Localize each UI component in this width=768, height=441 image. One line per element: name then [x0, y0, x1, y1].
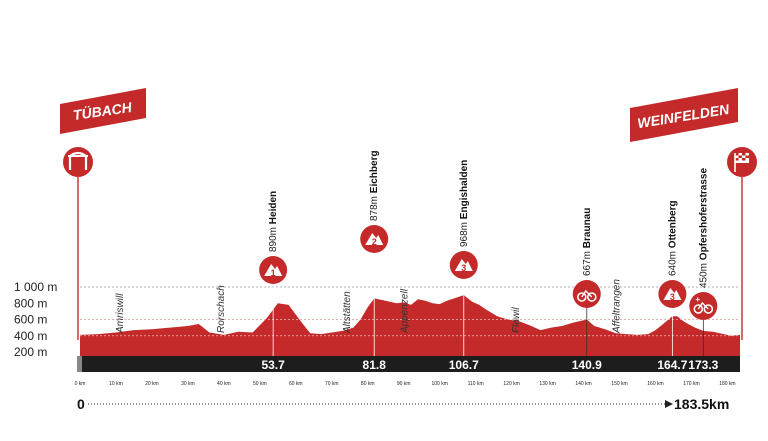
climb-name: Eichberg	[369, 150, 380, 193]
bike-wheel-icon	[586, 292, 597, 302]
mountain-icon	[264, 264, 283, 276]
start-banner-shape	[60, 88, 146, 134]
x-tick-label: 120 km	[503, 381, 519, 387]
distance-start: 0	[77, 396, 85, 412]
x-tick-label: 20 km	[145, 381, 159, 387]
y-tick-label: 400 m	[14, 329, 47, 343]
x-axis-ticks: 0 km 10 km 20 km 30 km 40 km 50 km 60 km 70 km 8…	[75, 381, 736, 387]
x-tick-label: 170 km	[683, 381, 699, 387]
town-labels: Amriswill Rorschach Altstätten Appenzell Fla…	[115, 279, 622, 334]
climb-altitude: 450m	[698, 260, 709, 288]
x-tick-label: 150 km	[611, 381, 627, 387]
x-tick-label: 30 km	[181, 381, 195, 387]
x-tick-label: 50 km	[253, 381, 267, 387]
start-banner: TÜBACH	[60, 88, 146, 134]
bike-wheel-icon	[693, 304, 704, 314]
x-tick-label: 180 km	[719, 381, 735, 387]
climb-name: Braunau	[582, 208, 593, 249]
x-tick-label: 40 km	[217, 381, 231, 387]
climb-label: 890m Heiden	[268, 191, 279, 252]
town-label: Altstätten	[342, 291, 353, 334]
x-tick-label: 130 km	[539, 381, 555, 387]
bike-frame-icon	[581, 289, 593, 298]
profile-inner-lines	[80, 319, 740, 337]
town-label: Affeltrangen	[612, 279, 623, 334]
climb-altitude: 667m	[582, 248, 593, 276]
x-tick-label: 70 km	[325, 381, 339, 387]
climb-label: 640m Ottenberg	[667, 200, 678, 276]
town-label: Appenzell	[399, 288, 410, 334]
bike-frame-icon	[697, 301, 709, 310]
climb-altitude: 640m	[667, 248, 678, 276]
x-tick-label: 90 km	[397, 381, 411, 387]
climb-category: 2	[372, 237, 377, 247]
finish-banner: WEINFELDEN	[630, 88, 738, 142]
climb-name: Engishalden	[459, 160, 470, 219]
y-axis-labels: 1 000 m 800 m 600 m 400 m 200 m	[14, 280, 57, 359]
x-tick-label: 80 km	[361, 381, 375, 387]
x-tick-label: 60 km	[289, 381, 303, 387]
climb-category: 3	[670, 292, 675, 302]
climb-label: 968m Engishalden	[459, 160, 470, 247]
mountain-icon	[454, 259, 473, 271]
y-tick-label: 800 m	[14, 296, 47, 310]
x-tick-label: 140 km	[575, 381, 591, 387]
finish-banner-shape	[630, 88, 738, 142]
climb-km-values: 53.7 81.8 106.7 140.9 164.7 173.3	[261, 358, 718, 372]
climb-label: 450m Opfershoferstrasse	[698, 168, 709, 288]
climb-badge-icon	[689, 292, 718, 320]
town-label: Rorschach	[216, 285, 227, 333]
distance-scale: 0 183.5km	[77, 396, 729, 412]
x-tick-label: 160 km	[647, 381, 663, 387]
climb-markers: 890m Heiden 1 878m Eichberg 2 968m Engishald…	[259, 150, 718, 356]
elevation-profile-area	[80, 295, 740, 356]
climb-km-value: 164.7	[657, 358, 687, 372]
climb-altitude: 878m	[369, 193, 380, 221]
bike-wheel-icon	[703, 304, 714, 314]
climb-km-value: 106.7	[449, 358, 479, 372]
km-bar-start-segment	[77, 356, 82, 372]
arrow-head-icon	[665, 400, 673, 408]
climb-category: 3	[461, 263, 466, 273]
x-tick-label: 110 km	[468, 381, 484, 387]
climb-altitude: 890m	[268, 224, 279, 252]
x-tick-label: 100 km	[431, 381, 447, 387]
climb-km-value: 81.8	[363, 358, 387, 372]
bonus-plus-icon: +	[695, 295, 700, 304]
start-icon	[63, 147, 93, 177]
km-marker-bar	[80, 356, 740, 372]
climb-label: 878m Eichberg	[369, 150, 380, 221]
climb-name: Heiden	[268, 191, 279, 224]
finish-flag-icon	[727, 147, 757, 177]
climb-name: Ottenberg	[667, 200, 678, 248]
town-label: Flawil	[511, 307, 522, 333]
y-tick-label: 1 000 m	[14, 280, 57, 294]
mountain-icon	[663, 288, 682, 300]
climb-km-value: 53.7	[261, 358, 285, 372]
distance-total: 183.5km	[674, 396, 729, 412]
climb-km-value: 173.3	[688, 358, 718, 372]
climb-badge-icon	[572, 280, 601, 308]
town-label: Amriswill	[115, 293, 126, 334]
climb-altitude: 968m	[459, 219, 470, 247]
climb-name: Opfershoferstrasse	[698, 168, 709, 261]
bike-wheel-icon	[576, 292, 587, 302]
y-tick-label: 600 m	[14, 313, 47, 327]
y-tick-label: 200 m	[14, 345, 47, 359]
x-tick-label: 0 km	[75, 381, 86, 387]
climb-km-value: 140.9	[572, 358, 602, 372]
x-tick-label: 10 km	[109, 381, 123, 387]
climb-category: 1	[271, 268, 276, 278]
climb-label: 667m Braunau	[582, 208, 593, 276]
mountain-icon	[365, 233, 384, 245]
